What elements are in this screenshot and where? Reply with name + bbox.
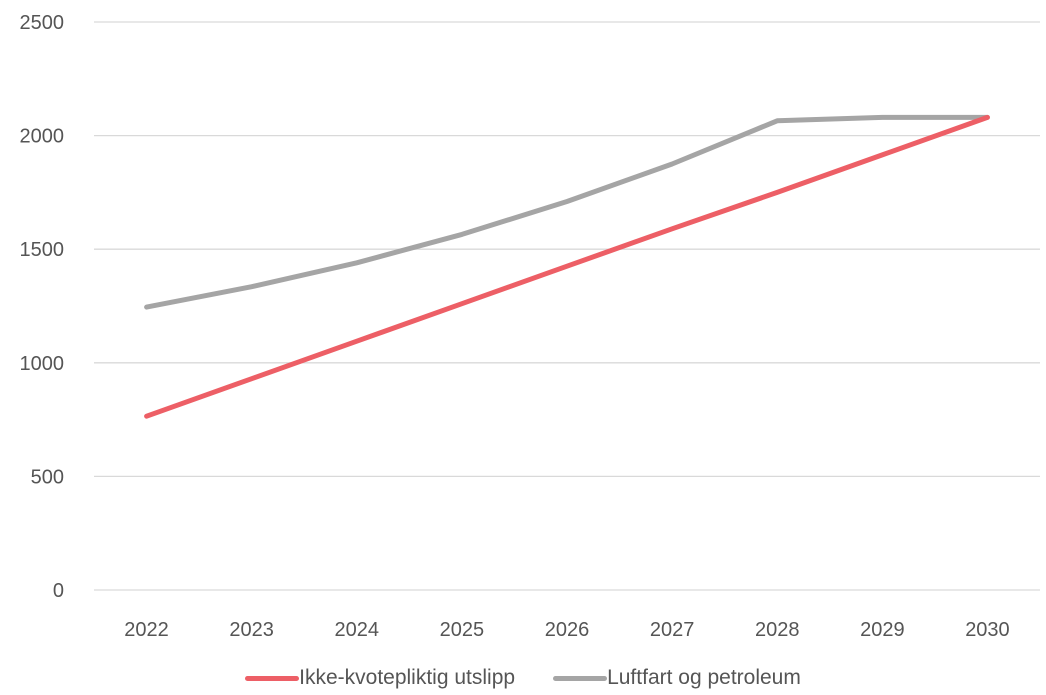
x-tick-label: 2027 — [650, 619, 695, 641]
x-tick-label: 2030 — [965, 619, 1010, 641]
legend-item-luftfart-petroleum: Luftfart og petroleum — [553, 666, 801, 690]
legend-swatch-luftfart-petroleum — [553, 675, 608, 681]
legend-item-ikke-kvotepliktig: Ikke-kvotepliktig utslipp — [245, 666, 515, 690]
legend: Ikke-kvotepliktig utslipp Luftfart og pe… — [0, 662, 1046, 694]
y-axis-tick-labels: 0 500 1000 1500 2000 2500 — [20, 12, 65, 602]
y-tick-label: 1000 — [20, 353, 65, 375]
y-tick-label: 0 — [53, 580, 64, 602]
y-tick-label: 2500 — [20, 12, 65, 34]
x-tick-label: 2029 — [860, 619, 905, 641]
x-axis-tick-labels: 2022 2023 2024 2025 2026 2027 2028 2029 2030 — [124, 619, 1009, 641]
series-lines — [144, 114, 990, 419]
x-tick-label: 2023 — [229, 619, 274, 641]
y-tick-label: 1500 — [20, 239, 65, 261]
series-line-1 — [144, 114, 990, 310]
gridlines — [94, 21, 1040, 591]
y-tick-label: 500 — [31, 466, 64, 488]
series-line-0 — [144, 114, 990, 419]
x-tick-label: 2026 — [545, 619, 590, 641]
x-tick-label: 2024 — [335, 619, 380, 641]
y-tick-label: 2000 — [20, 126, 65, 148]
x-tick-label: 2025 — [440, 619, 485, 641]
legend-label-luftfart-petroleum: Luftfart og petroleum — [607, 666, 801, 689]
x-tick-label: 2028 — [755, 619, 800, 641]
x-tick-label: 2022 — [124, 619, 169, 641]
legend-label-ikke-kvotepliktig: Ikke-kvotepliktig utslipp — [299, 666, 516, 689]
legend-swatch-ikke-kvotepliktig — [245, 675, 300, 681]
